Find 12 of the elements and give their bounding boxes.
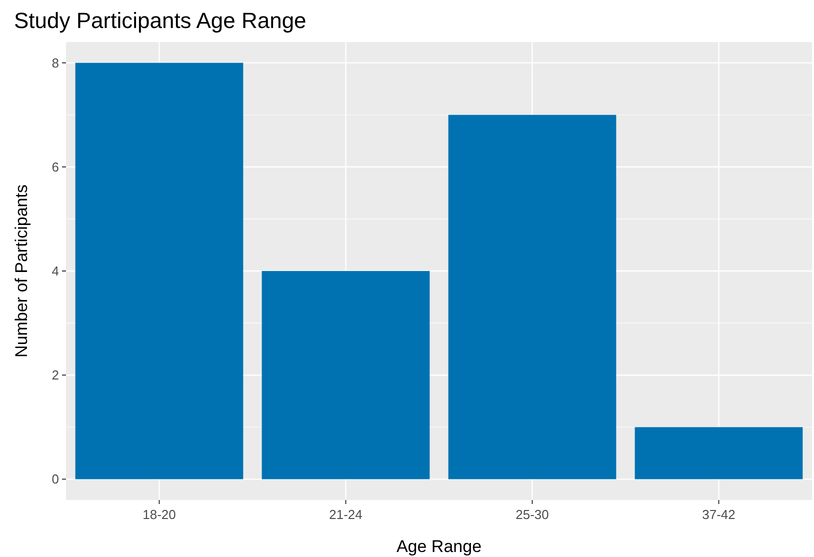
x-tick-label: 37-42 <box>702 507 736 522</box>
y-tick-label: 6 <box>52 159 59 174</box>
y-tick-label: 0 <box>52 472 59 487</box>
y-axis-title: Number of Participants <box>12 184 31 358</box>
chart-title: Study Participants Age Range <box>14 8 306 33</box>
x-tick-label: 18-20 <box>142 507 176 522</box>
y-tick-label: 4 <box>52 264 59 279</box>
y-tick-label: 2 <box>52 368 59 383</box>
x-tick-label: 25-30 <box>516 507 549 522</box>
x-axis-title: Age Range <box>396 537 482 556</box>
y-tick-label: 8 <box>52 55 59 70</box>
x-tick-label: 21-24 <box>329 507 362 522</box>
